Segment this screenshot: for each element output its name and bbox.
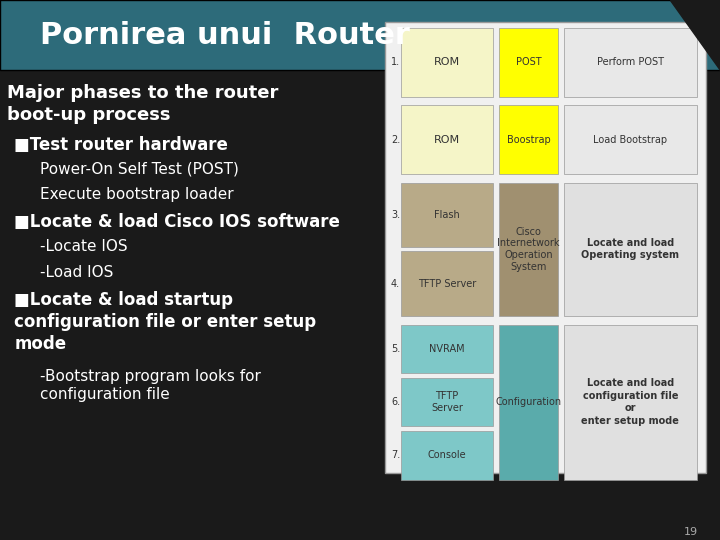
FancyBboxPatch shape (385, 22, 706, 472)
Text: Load Bootstrap: Load Bootstrap (593, 134, 667, 145)
Text: ROM: ROM (434, 134, 460, 145)
Text: Configuration: Configuration (495, 397, 562, 407)
Text: Major phases to the router
boot-up process: Major phases to the router boot-up proce… (7, 84, 279, 124)
Text: TFTP Server: TFTP Server (418, 279, 476, 289)
Text: 4.: 4. (391, 279, 400, 289)
FancyBboxPatch shape (401, 252, 493, 316)
Text: ■Locate & load Cisco IOS software: ■Locate & load Cisco IOS software (14, 213, 341, 231)
FancyBboxPatch shape (499, 325, 558, 480)
Text: Locate and load
configuration file
or
enter setup mode: Locate and load configuration file or en… (582, 379, 679, 426)
FancyBboxPatch shape (401, 325, 493, 373)
Text: Boostrap: Boostrap (507, 134, 550, 145)
FancyBboxPatch shape (0, 0, 720, 70)
Text: 3.: 3. (391, 210, 400, 220)
Text: ROM: ROM (434, 57, 460, 68)
Text: 2.: 2. (391, 134, 400, 145)
Text: 19: 19 (684, 527, 698, 537)
FancyBboxPatch shape (564, 325, 697, 480)
FancyBboxPatch shape (499, 28, 558, 97)
FancyBboxPatch shape (401, 105, 493, 174)
FancyBboxPatch shape (401, 28, 493, 97)
Text: ■Test router hardware: ■Test router hardware (14, 136, 228, 153)
Text: TFTP
Server: TFTP Server (431, 391, 463, 413)
Text: Flash: Flash (434, 210, 460, 220)
Text: Power-On Self Test (POST): Power-On Self Test (POST) (40, 161, 238, 177)
FancyBboxPatch shape (499, 183, 558, 316)
Text: 5.: 5. (391, 344, 400, 354)
Text: 1.: 1. (391, 57, 400, 68)
FancyBboxPatch shape (401, 183, 493, 247)
Text: Perform POST: Perform POST (597, 57, 664, 68)
Text: -Locate IOS: -Locate IOS (40, 239, 127, 254)
FancyBboxPatch shape (564, 183, 697, 316)
FancyBboxPatch shape (564, 28, 697, 97)
FancyBboxPatch shape (499, 105, 558, 174)
Text: ■Locate & load startup
configuration file or enter setup
mode: ■Locate & load startup configuration fil… (14, 291, 317, 354)
FancyBboxPatch shape (401, 377, 493, 427)
Text: -Load IOS: -Load IOS (40, 265, 113, 280)
FancyBboxPatch shape (401, 431, 493, 480)
Text: Pornirea unui  Router: Pornirea unui Router (40, 21, 410, 50)
Text: 7.: 7. (391, 450, 400, 460)
Text: -Bootstrap program looks for
configuration file: -Bootstrap program looks for configurati… (40, 369, 261, 402)
Text: Console: Console (428, 450, 467, 460)
Text: 6.: 6. (391, 397, 400, 407)
FancyBboxPatch shape (564, 105, 697, 174)
Text: Cisco
Internetwork
Operation
System: Cisco Internetwork Operation System (498, 227, 559, 272)
Text: NVRAM: NVRAM (429, 344, 465, 354)
Text: POST: POST (516, 57, 541, 68)
Text: Execute bootstrap loader: Execute bootstrap loader (40, 187, 233, 202)
Text: Locate and load
Operating system: Locate and load Operating system (581, 238, 680, 260)
Polygon shape (670, 0, 720, 70)
